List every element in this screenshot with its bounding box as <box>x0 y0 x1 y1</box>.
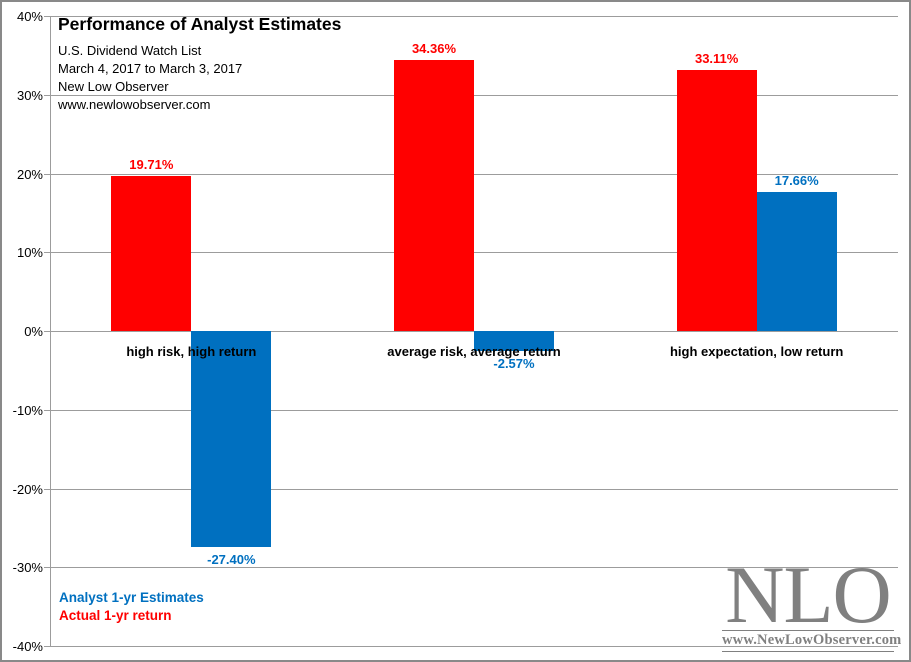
data-label-actual: 33.11% <box>694 51 739 67</box>
y-axis-label: -40% <box>12 639 43 654</box>
title-block: Performance of Analyst Estimates U.S. Di… <box>58 14 341 114</box>
y-axis-label: -20% <box>12 481 43 497</box>
y-axis-tick <box>44 409 50 411</box>
gridline <box>50 173 898 175</box>
y-axis-tick <box>44 331 50 332</box>
gridline <box>50 16 898 17</box>
y-axis-tick <box>44 252 50 254</box>
subtitle-url: www.newlowobserver.com <box>58 97 211 112</box>
page-title: Performance of Analyst Estimates <box>58 14 342 34</box>
y-axis-tick <box>44 646 50 647</box>
data-label-actual: 19.71% <box>129 156 174 172</box>
y-axis-tick <box>44 16 50 17</box>
y-axis-label: 20% <box>16 166 43 182</box>
subtitle-source: New Low Observer <box>58 79 169 94</box>
gridline <box>50 567 898 569</box>
category-label: average risk, average return <box>387 344 561 359</box>
y-axis <box>50 16 51 647</box>
nlo-logo-text: NLO <box>725 549 892 640</box>
bar-actual-return <box>676 70 757 331</box>
subtitle-daterange: March 4, 2017 to March 3, 2017 <box>58 61 243 76</box>
legend: Analyst 1-yr Estimates Actual 1-yr retur… <box>59 589 204 624</box>
bar-analyst-estimate <box>474 331 554 352</box>
nlo-logo-url: www.NewLowObserver.com <box>722 630 901 652</box>
legend-item-actual-return: Actual 1-yr return <box>59 607 172 623</box>
legend-item-analyst-estimates: Analyst 1-yr Estimates <box>59 590 204 605</box>
y-axis-label: -30% <box>12 560 43 576</box>
y-axis-label: -10% <box>12 402 43 418</box>
data-label-estimate: -27.40% <box>207 551 256 567</box>
gridline <box>50 409 898 411</box>
category-label: high risk, high return <box>126 344 257 359</box>
gridline <box>50 252 898 254</box>
data-label-estimate: -2.57% <box>493 356 535 372</box>
bar-actual-return <box>111 175 192 331</box>
y-axis-tick <box>44 173 50 175</box>
gridline <box>50 488 898 490</box>
y-axis-label: 10% <box>16 245 43 261</box>
gridline <box>50 94 898 96</box>
y-axis-label: 0% <box>24 324 43 339</box>
y-axis-tick <box>44 94 50 96</box>
y-axis-tick <box>44 567 50 569</box>
data-label-actual: 34.36% <box>411 41 457 57</box>
y-axis-label: 30% <box>16 87 43 103</box>
bar-actual-return <box>394 60 474 331</box>
nlo-logo: NLO www.NewLowObserver.com <box>722 549 901 652</box>
bar-analyst-estimate <box>756 191 837 331</box>
data-label-estimate: 17.66% <box>774 172 819 188</box>
y-axis-label: 40% <box>16 9 43 24</box>
category-label: high expectation, low return <box>669 344 844 359</box>
bar-analyst-estimate <box>191 331 272 547</box>
subtitle-watchlist: U.S. Dividend Watch List <box>58 43 202 58</box>
gridline <box>50 646 898 647</box>
y-axis-tick <box>44 488 50 490</box>
